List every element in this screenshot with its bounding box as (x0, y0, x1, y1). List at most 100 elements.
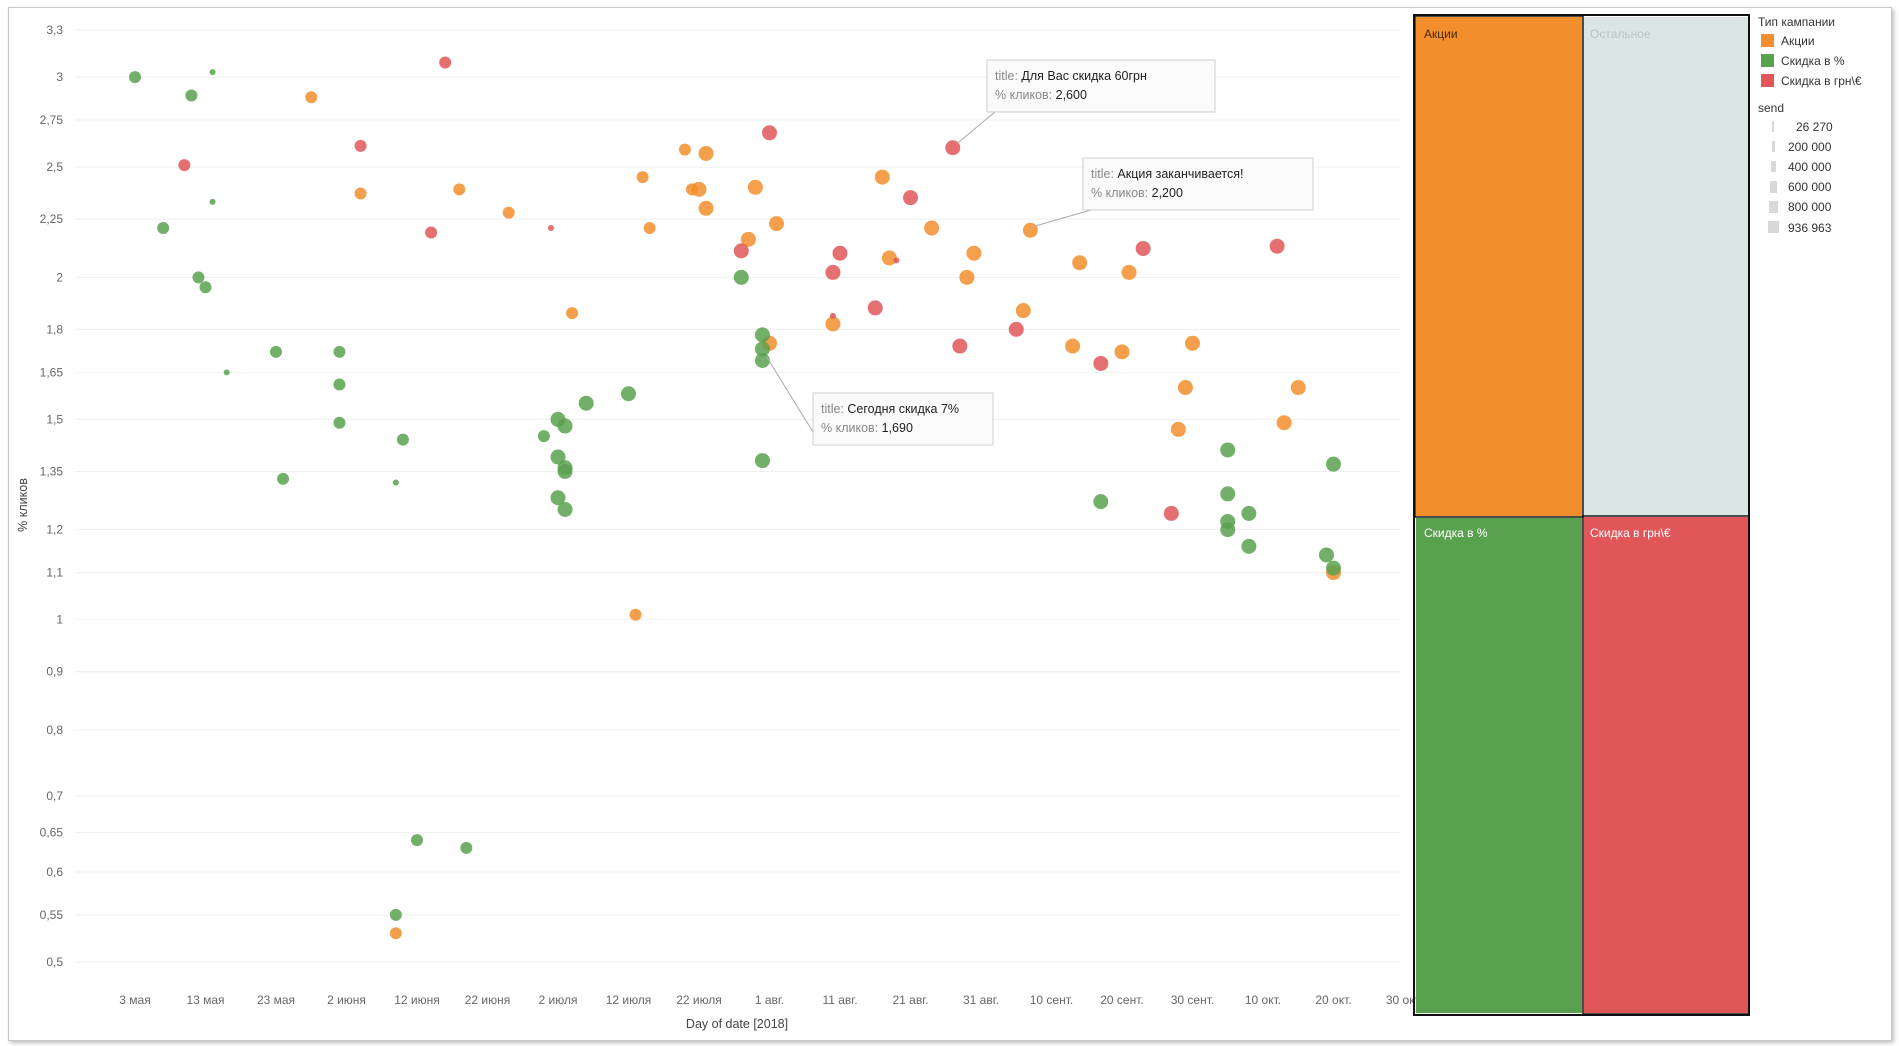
data-point[interactable] (129, 71, 141, 84)
data-point[interactable] (1093, 494, 1109, 510)
data-point[interactable] (537, 430, 550, 443)
data-point[interactable] (754, 327, 770, 343)
data-point[interactable] (547, 225, 554, 232)
data-point[interactable] (550, 490, 566, 506)
data-point[interactable] (1276, 415, 1292, 431)
data-point[interactable] (1065, 338, 1081, 354)
data-point[interactable] (557, 418, 573, 434)
data-point[interactable] (1220, 486, 1236, 502)
data-point[interactable] (829, 312, 836, 319)
data-point[interactable] (157, 222, 170, 235)
data-point[interactable] (1135, 241, 1151, 257)
data-point[interactable] (209, 198, 216, 205)
data-point[interactable] (945, 140, 961, 156)
data-point[interactable] (1269, 238, 1285, 254)
data-point[interactable] (1177, 380, 1193, 396)
data-point[interactable] (1008, 321, 1024, 337)
data-point[interactable] (698, 145, 714, 161)
data-point[interactable] (1072, 255, 1088, 271)
data-point[interactable] (903, 190, 918, 206)
data-point[interactable] (874, 169, 890, 185)
data-point[interactable] (621, 386, 636, 402)
data-point[interactable] (1114, 344, 1130, 360)
data-point[interactable] (643, 222, 656, 235)
data-point[interactable] (1241, 538, 1257, 554)
data-point[interactable] (223, 369, 230, 376)
treemap-cell-percent[interactable] (1416, 518, 1582, 1013)
data-point[interactable] (769, 216, 785, 232)
data-point[interactable] (952, 338, 968, 354)
data-point[interactable] (392, 479, 399, 486)
data-point[interactable] (893, 257, 900, 264)
data-point[interactable] (1015, 303, 1031, 319)
data-point[interactable] (453, 183, 466, 196)
data-point[interactable] (1326, 456, 1341, 472)
data-point[interactable] (425, 226, 438, 239)
data-point[interactable] (762, 125, 777, 141)
data-point[interactable] (550, 449, 566, 465)
data-point[interactable] (557, 501, 573, 517)
data-point[interactable] (209, 69, 216, 76)
data-point[interactable] (733, 269, 749, 285)
data-point[interactable] (698, 200, 714, 216)
data-point[interactable] (832, 245, 848, 261)
data-point[interactable] (1326, 560, 1341, 576)
data-point[interactable] (1220, 442, 1236, 458)
treemap-cell-other[interactable] (1584, 17, 1748, 515)
data-point[interactable] (185, 89, 198, 102)
data-point[interactable] (1290, 380, 1306, 396)
data-point[interactable] (199, 281, 212, 294)
data-point[interactable] (460, 841, 473, 854)
data-point[interactable] (629, 608, 642, 621)
data-point[interactable] (333, 378, 346, 391)
data-point[interactable] (733, 243, 749, 259)
data-point[interactable] (924, 220, 940, 236)
data-point[interactable] (966, 245, 982, 261)
treemap-cell-currency[interactable] (1584, 517, 1748, 1013)
data-point[interactable] (1121, 264, 1137, 280)
data-point[interactable] (566, 307, 579, 320)
data-point[interactable] (754, 353, 770, 369)
data-point[interactable] (178, 159, 191, 172)
data-point[interactable] (959, 269, 975, 285)
data-point[interactable] (354, 187, 367, 200)
data-point[interactable] (396, 433, 409, 446)
data-point[interactable] (825, 264, 841, 280)
data-point[interactable] (747, 179, 763, 195)
legend-item-currency[interactable]: Скидка в грн\€ (1761, 74, 1862, 88)
data-point[interactable] (636, 171, 649, 184)
data-point[interactable] (354, 139, 367, 152)
data-point[interactable] (277, 472, 290, 485)
data-point[interactable] (691, 181, 707, 197)
data-point[interactable] (270, 345, 282, 358)
data-point[interactable] (557, 463, 573, 479)
legend-item-percent[interactable]: Скидка в % (1761, 54, 1845, 68)
data-point[interactable] (1318, 547, 1334, 563)
data-point[interactable] (389, 908, 402, 921)
data-point[interactable] (740, 231, 756, 247)
data-point[interactable] (881, 250, 897, 266)
treemap-cell-promo[interactable] (1416, 17, 1582, 516)
data-point[interactable] (305, 91, 318, 104)
data-point[interactable] (678, 143, 691, 156)
data-point[interactable] (578, 395, 594, 411)
data-point[interactable] (1093, 355, 1109, 371)
data-point[interactable] (1241, 505, 1257, 521)
legend-item-promo[interactable]: Акции (1761, 34, 1815, 48)
data-point[interactable] (754, 453, 770, 469)
data-point[interactable] (389, 927, 402, 940)
data-point[interactable] (192, 271, 205, 284)
data-point[interactable] (502, 206, 515, 219)
data-point[interactable] (825, 316, 841, 332)
data-point[interactable] (754, 341, 770, 357)
data-point[interactable] (867, 300, 883, 316)
data-point[interactable] (333, 345, 346, 358)
data-point[interactable] (1185, 335, 1200, 351)
data-point[interactable] (439, 56, 452, 69)
data-point[interactable] (333, 416, 346, 429)
data-point[interactable] (411, 834, 423, 847)
data-point[interactable] (1170, 421, 1186, 437)
data-point[interactable] (1163, 505, 1179, 521)
data-point[interactable] (1220, 522, 1236, 538)
data-point[interactable] (1022, 222, 1038, 238)
